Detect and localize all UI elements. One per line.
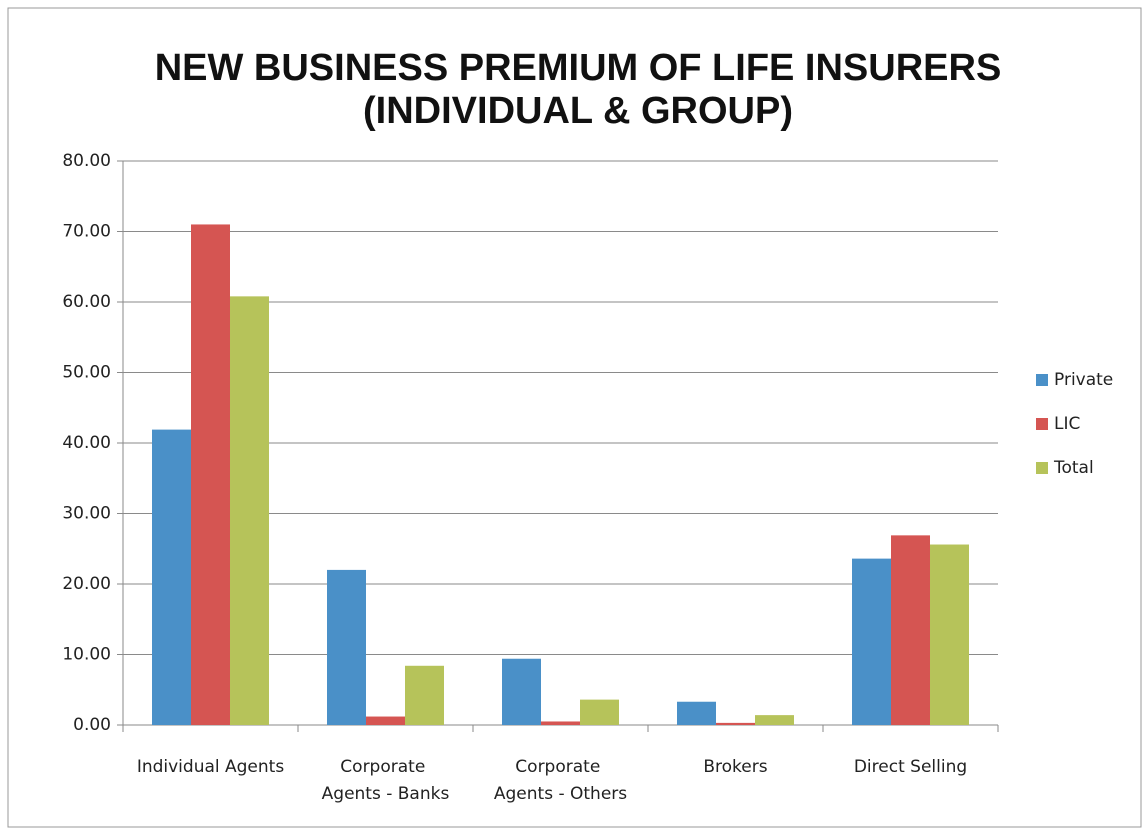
- x-tick-label: Individual Agents: [137, 757, 285, 777]
- x-tick-label-line: Agents - Others: [494, 784, 627, 804]
- bar: [152, 429, 191, 725]
- y-tick-label: 10.00: [62, 645, 111, 665]
- bar: [716, 722, 755, 725]
- y-tick-label: 60.00: [62, 292, 111, 312]
- legend-swatch: [1036, 462, 1048, 474]
- bar: [852, 558, 891, 725]
- bar: [930, 544, 969, 725]
- x-tick-label-line: Corporate: [340, 757, 430, 777]
- bar: [327, 569, 366, 725]
- bar: [366, 716, 405, 725]
- legend-label: Private: [1054, 370, 1113, 390]
- x-tick-label: Corporate Agents - Others: [494, 757, 627, 804]
- legend-swatch: [1036, 374, 1048, 386]
- y-tick-label: 30.00: [62, 504, 111, 524]
- bar: [230, 296, 269, 725]
- y-tick-label: 0.00: [73, 715, 111, 735]
- bar: [891, 535, 930, 725]
- bar: [580, 699, 619, 725]
- x-tick-label-line: Corporate: [515, 757, 605, 777]
- y-tick-label: 50.00: [62, 363, 111, 383]
- bar: [191, 224, 230, 725]
- chart-subtitle: (INDIVIDUAL & GROUP): [363, 90, 793, 132]
- x-tick-label: Corporate Agents - Banks: [322, 757, 450, 804]
- x-tick-label-line: Agents - Banks: [322, 784, 450, 804]
- bar: [677, 701, 716, 725]
- x-tick-label: Brokers: [703, 757, 767, 777]
- y-tick-label: 70.00: [62, 222, 111, 242]
- legend-label: LIC: [1054, 414, 1080, 434]
- bar: [541, 721, 580, 725]
- legend-label: Total: [1053, 458, 1094, 478]
- y-tick-label: 80.00: [62, 151, 111, 171]
- y-tick-label: 20.00: [62, 574, 111, 594]
- bar: [755, 715, 794, 725]
- chart-title: NEW BUSINESS PREMIUM OF LIFE INSURERS: [155, 47, 1002, 89]
- y-tick-label: 40.00: [62, 433, 111, 453]
- bar: [405, 665, 444, 725]
- x-tick-label: Direct Selling: [854, 757, 967, 777]
- legend-swatch: [1036, 418, 1048, 430]
- bar: [502, 658, 541, 725]
